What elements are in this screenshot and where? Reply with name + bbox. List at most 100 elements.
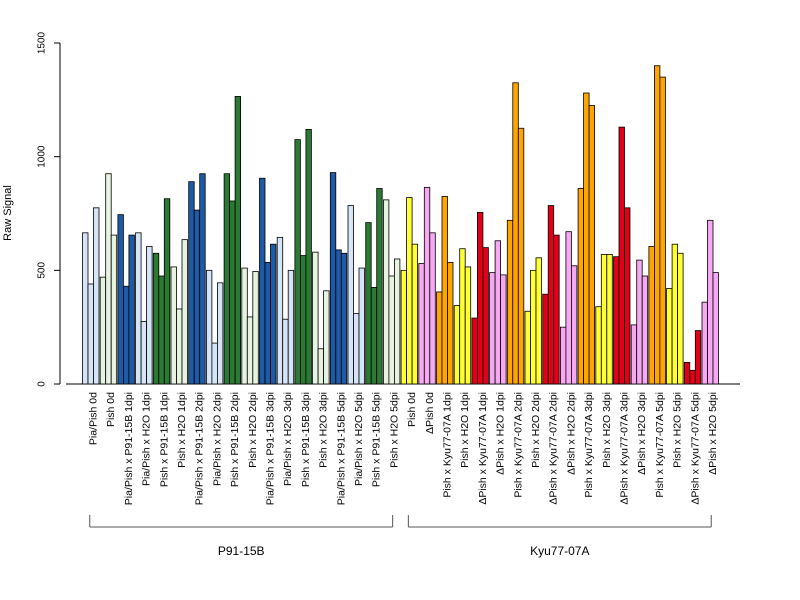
y-tick-label: 1500 xyxy=(37,31,48,54)
bar xyxy=(453,305,461,385)
category-label: Pia/Pish x H2O 5dpi xyxy=(353,392,365,486)
category-label: Pish x H2O 1dpi xyxy=(459,392,471,468)
category-labels: Pia/Pish 0d Pish 0d Pia/Pish x P91-15B 1dp… xyxy=(88,392,720,505)
category-label: ΔPish x H2O 5dpi xyxy=(707,392,719,475)
bar xyxy=(547,205,555,385)
bar xyxy=(694,330,702,385)
bar xyxy=(423,186,431,385)
bars xyxy=(82,65,719,385)
category-label: Pish x Kyu77-07A 2dpi xyxy=(512,392,524,498)
category-label: Pia/Pish 0d xyxy=(88,392,100,445)
bar xyxy=(500,274,507,385)
bar xyxy=(595,306,602,385)
bar xyxy=(618,126,625,385)
bar xyxy=(707,219,714,385)
bar xyxy=(117,214,124,385)
bar xyxy=(205,269,213,385)
bar xyxy=(259,177,266,385)
category-label: Pish x P91-15B 2dpi xyxy=(229,392,241,487)
category-label: ΔPish 0d xyxy=(424,392,436,434)
bar xyxy=(347,205,354,385)
category-label: Pish x P91-15B 3dpi xyxy=(300,392,312,487)
bar xyxy=(193,209,201,385)
bar xyxy=(276,236,284,385)
bar xyxy=(128,234,135,385)
bar xyxy=(158,275,165,385)
bar xyxy=(571,265,578,385)
bar xyxy=(152,252,160,385)
category-label: ΔPish x H2O 1dpi xyxy=(495,392,507,475)
bar xyxy=(181,239,188,385)
bar xyxy=(229,200,236,385)
category-label: Pish 0d xyxy=(105,392,117,427)
category-label: Pish x Kyu77-07A 3dpi xyxy=(583,392,595,498)
bar xyxy=(464,266,472,385)
bar xyxy=(358,267,365,385)
bar xyxy=(340,252,348,385)
bar xyxy=(411,243,419,385)
bar xyxy=(241,267,248,385)
bar xyxy=(565,231,572,385)
category-label: Pish x Kyu77-07A 1dpi xyxy=(442,392,454,498)
y-tick-label: 1000 xyxy=(37,145,48,168)
category-label: Pia/Pish x P91-15B 1dpi xyxy=(123,392,135,505)
bar xyxy=(624,207,631,385)
category-label: Pish x H2O 5dpi xyxy=(388,392,400,468)
bar xyxy=(701,301,708,385)
bar xyxy=(494,240,502,385)
y-ticks: 0 500 1000 1500 xyxy=(37,31,60,387)
category-label: Pish x P91-15B 5dpi xyxy=(371,392,383,487)
bar xyxy=(683,362,691,385)
y-tick-label: 500 xyxy=(37,262,48,279)
y-axis: 0 500 1000 1500 Raw Signal xyxy=(2,31,61,387)
bar xyxy=(429,232,436,385)
bar xyxy=(329,172,337,385)
category-label: Pia/Pish x H2O 3dpi xyxy=(282,392,294,486)
bar xyxy=(264,261,271,385)
bar xyxy=(535,257,542,385)
bar xyxy=(135,232,142,385)
bar xyxy=(270,243,277,385)
bar xyxy=(506,219,514,385)
bar xyxy=(512,82,519,385)
bar xyxy=(648,246,655,385)
category-label: ΔPish x H2O 3dpi xyxy=(636,392,648,475)
bar xyxy=(305,128,312,385)
bar xyxy=(323,290,330,385)
category-label: ΔPish x Kyu77-07A 5dpi xyxy=(689,392,701,505)
bar xyxy=(436,291,443,385)
bar xyxy=(553,234,560,385)
bar xyxy=(689,369,696,385)
bar xyxy=(287,269,295,385)
bar xyxy=(93,207,100,385)
bar xyxy=(246,316,254,385)
group-label: P91-15B xyxy=(218,544,265,558)
bar xyxy=(630,324,638,385)
bar xyxy=(606,254,613,385)
bar xyxy=(234,96,242,385)
category-label: Pish x H2O 2dpi xyxy=(530,392,542,468)
bar xyxy=(294,139,301,385)
bar xyxy=(188,181,195,385)
bar xyxy=(87,283,94,385)
bar xyxy=(560,326,567,385)
bar xyxy=(110,234,118,385)
category-label: ΔPish x Kyu77-07A 1dpi xyxy=(477,392,489,505)
bar xyxy=(353,313,360,385)
group-brackets: P91-15B Kyu77-07A xyxy=(89,515,712,558)
category-label: Pish x H2O 3dpi xyxy=(601,392,613,468)
bar xyxy=(459,248,466,385)
bar xyxy=(659,76,666,385)
bar xyxy=(406,197,413,385)
bar xyxy=(370,286,378,385)
bar xyxy=(588,105,595,385)
bar xyxy=(671,243,678,385)
category-label: Pia/Pish x H2O 2dpi xyxy=(211,392,223,486)
bar xyxy=(441,196,448,385)
bar xyxy=(600,254,608,385)
bar xyxy=(299,255,307,385)
bar xyxy=(489,272,496,385)
group-label: Kyu77-07A xyxy=(530,544,589,558)
bar xyxy=(712,272,719,385)
bar xyxy=(577,188,584,385)
